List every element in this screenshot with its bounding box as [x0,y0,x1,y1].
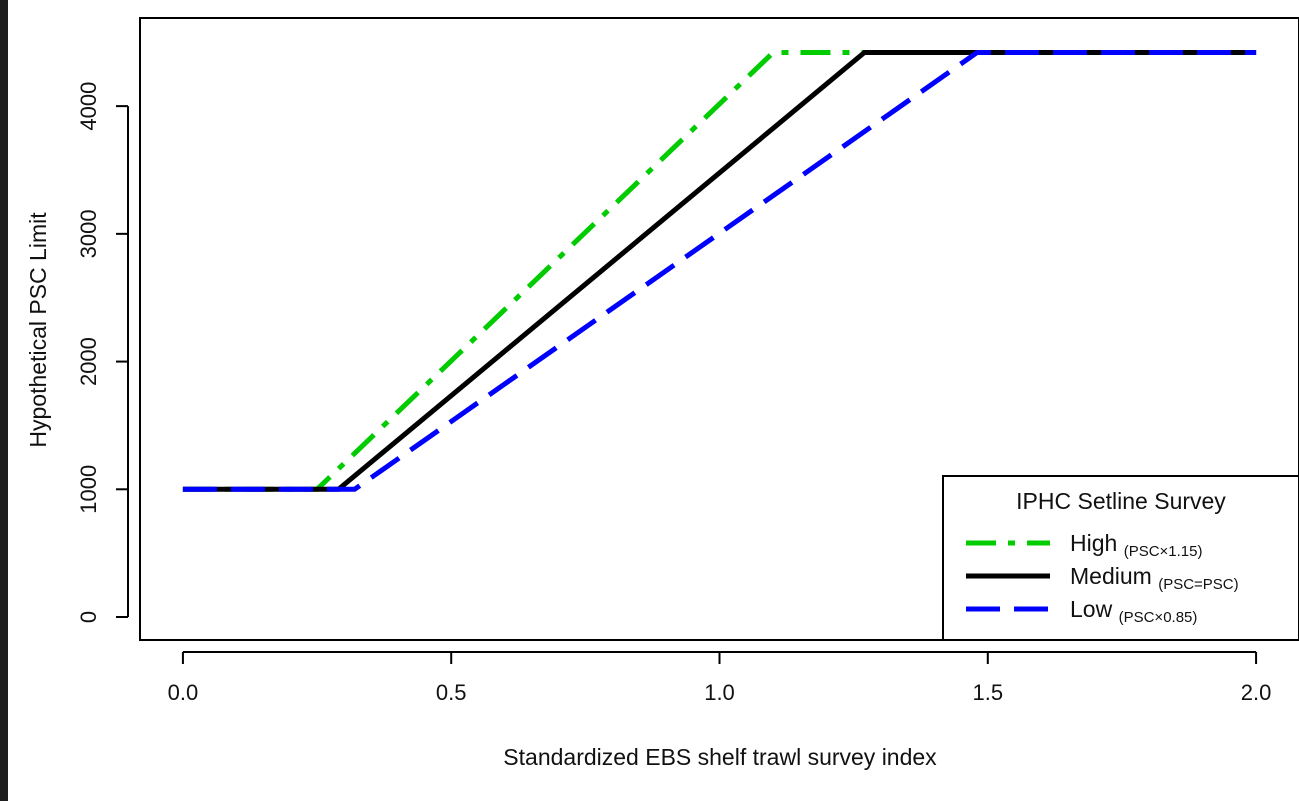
series-line-low [182,50,1257,492]
y-tick-label: 4000 [76,82,101,131]
series-layer [182,50,1257,492]
plot-area [139,17,1299,641]
legend-label-low: Low (PSC×0.85) [1070,596,1197,626]
y-tick-label: 0 [76,611,101,623]
figure-frame: 0.0 0.5 1.0 1.5 2.0 0 1000 2000 3000 4000 Standar… [8,0,1299,801]
legend-title: IPHC Setline Survey [1016,488,1226,514]
legend-label-high: High (PSC×1.15) [1070,530,1203,560]
legend-label-medium: Medium (PSC=PSC) [1070,563,1239,593]
axes-layer: 0.0 0.5 1.0 1.5 2.0 0 1000 2000 3000 4000 [76,82,1271,705]
series-line-medium [182,50,1257,492]
legend: IPHC Setline Survey High (PSC×1.15)Mediu… [942,475,1299,641]
x-axis-title: Standardized EBS shelf trawl survey inde… [503,744,937,770]
y-tick-label: 2000 [76,337,101,386]
line-chart: 0.0 0.5 1.0 1.5 2.0 0 1000 2000 3000 4000 Standar… [25,17,1299,770]
plot-border [139,17,1299,641]
x-tick-label: 1.0 [704,680,735,705]
x-tick-label: 2.0 [1241,680,1272,705]
x-tick-label: 1.5 [972,680,1003,705]
legend-items: High (PSC×1.15)Medium (PSC=PSC)Low (PSC×… [966,530,1239,626]
legend-box [942,475,1299,641]
y-tick-label: 1000 [76,465,101,514]
x-tick-label: 0.5 [436,680,467,705]
x-tick-label: 0.0 [168,680,199,705]
series-line-high [182,50,1257,492]
y-tick-label: 3000 [76,209,101,258]
y-axis-title: Hypothetical PSC Limit [25,212,51,448]
